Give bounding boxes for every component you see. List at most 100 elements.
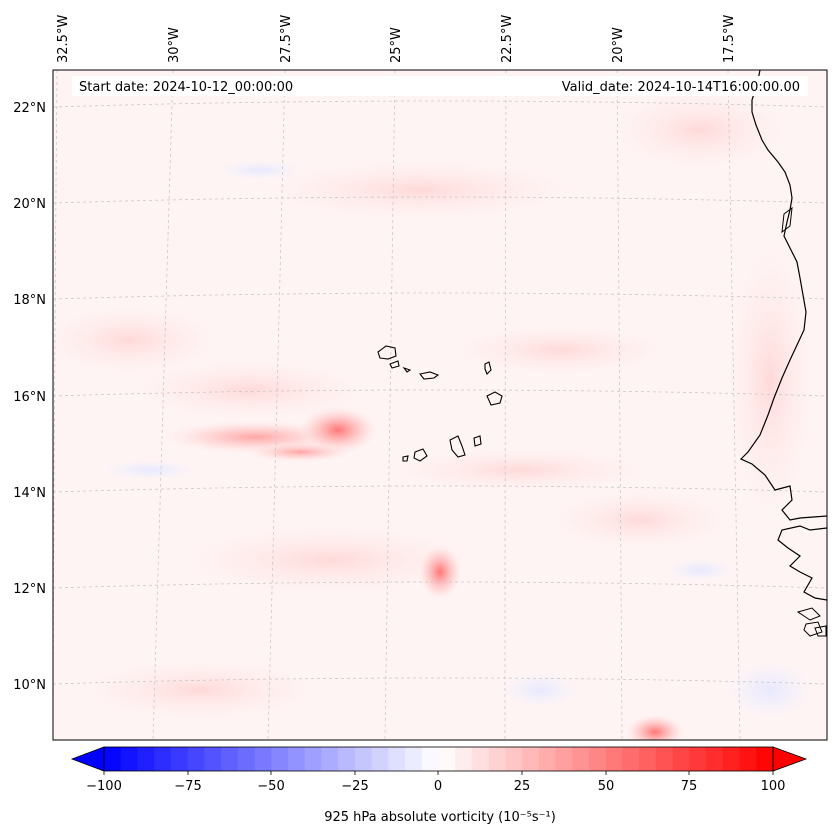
lat-label: 12°N xyxy=(13,582,46,597)
colorbar-outline xyxy=(103,746,774,772)
colorbar-step xyxy=(120,747,139,771)
start-date-label: Start date: 2024-10-12_00:00:00 xyxy=(79,80,293,95)
island-brava xyxy=(402,455,409,462)
colorbar-step xyxy=(304,747,323,771)
colorbar-step xyxy=(287,747,306,771)
colorbar-step xyxy=(672,747,690,771)
colorbar-step xyxy=(237,747,256,771)
colorbar-step xyxy=(154,747,172,771)
island-santa-luzia xyxy=(402,366,412,373)
colorbar-tick-label: −25 xyxy=(341,779,368,794)
colorbar-tick-label: −100 xyxy=(86,779,122,794)
colorbar-step xyxy=(137,747,155,771)
colorbar-step xyxy=(471,747,490,771)
colorbar-step xyxy=(622,747,640,771)
colorbar-tick-label: 50 xyxy=(598,779,615,794)
island-santo-antao xyxy=(377,345,397,360)
colorbar-step xyxy=(488,747,507,771)
lon-label: 17.5°W xyxy=(722,15,737,63)
colorbar-tick-label: −75 xyxy=(174,779,201,794)
cape-verde-islands xyxy=(377,345,503,462)
colorbar-step xyxy=(538,747,557,771)
vorticity-maximum-south xyxy=(418,544,462,600)
colorbar-step xyxy=(605,747,624,771)
island-sao-vicente xyxy=(389,360,400,369)
lat-label: 16°N xyxy=(13,390,46,405)
colorbar-ticks xyxy=(103,771,774,775)
colorbar-step xyxy=(572,747,590,771)
bissau-islands xyxy=(796,607,827,637)
valid-date-label: Valid_date: 2024-10-14T16:00:00.00 xyxy=(562,80,800,95)
colorbar-steps xyxy=(104,747,774,771)
lat-label: 22°N xyxy=(13,101,46,116)
vorticity-maximum-far-south xyxy=(625,714,685,740)
lon-label: 30°W xyxy=(167,27,182,63)
colorbar-tick-label: −50 xyxy=(257,779,284,794)
colorbar-tick-labels: −100 −75 −50 −25 0 25 50 75 100 xyxy=(86,779,785,794)
lon-label: 22.5°W xyxy=(500,15,515,63)
colorbar-step xyxy=(655,747,674,771)
island-sao-nicolau xyxy=(419,371,440,380)
colorbar-step xyxy=(221,747,239,771)
colorbar-extend-max xyxy=(772,746,808,772)
colorbar-step xyxy=(187,747,205,771)
colorbar-step xyxy=(354,747,373,771)
colorbar-step xyxy=(388,747,406,771)
colorbar-step xyxy=(739,747,757,771)
colorbar-step xyxy=(271,747,289,771)
colorbar-step xyxy=(639,747,657,771)
longitude-labels: 32.5°W 30°W 27.5°W 25°W 22.5°W 20°W 17.5… xyxy=(56,15,737,63)
island-boa-vista xyxy=(486,391,503,406)
colorbar-step xyxy=(254,747,272,771)
island-fogo xyxy=(413,448,428,462)
african-coastline xyxy=(739,70,827,521)
colorbar-step xyxy=(706,747,724,771)
graticule xyxy=(53,70,827,740)
coastal-inlet xyxy=(781,206,793,234)
lat-label: 10°N xyxy=(13,678,46,693)
colorbar-step xyxy=(204,747,222,771)
colorbar-step xyxy=(555,747,573,771)
colorbar-tick-label: 100 xyxy=(761,779,786,794)
colorbar-step xyxy=(505,747,523,771)
colorbar-tick-label: 25 xyxy=(514,779,531,794)
island-santiago xyxy=(449,435,466,458)
lon-label: 32.5°W xyxy=(56,15,71,63)
lon-label: 25°W xyxy=(389,27,404,63)
colorbar-step xyxy=(170,747,189,771)
colorbar-step xyxy=(405,747,423,771)
map-panel: Start date: 2024-10-12_00:00:00 Valid_da… xyxy=(13,15,828,741)
african-coastline-south xyxy=(777,525,827,601)
date-label-background xyxy=(72,76,808,96)
lon-label: 27.5°W xyxy=(279,15,294,63)
island-maio xyxy=(473,435,482,447)
island-sal xyxy=(484,361,492,375)
lat-label: 18°N xyxy=(13,293,46,308)
vorticity-band-tail xyxy=(245,442,355,462)
lat-label: 14°N xyxy=(13,486,46,501)
colorbar-tick-label: 0 xyxy=(434,779,442,794)
vorticity-maximum-west-of-cape-verde xyxy=(298,406,378,454)
colorbar-step xyxy=(455,747,473,771)
colorbar-tick-label: 75 xyxy=(681,779,698,794)
colorbar-step xyxy=(756,747,774,771)
colorbar-step xyxy=(371,747,389,771)
vorticity-field-negative-patches xyxy=(100,160,815,720)
latitude-labels: 22°N 20°N 18°N 16°N 14°N 12°N 10°N xyxy=(13,101,46,693)
colorbar-step xyxy=(522,747,540,771)
colorbar-step xyxy=(689,747,707,771)
colorbar-step xyxy=(722,747,741,771)
lat-label: 20°N xyxy=(13,197,46,212)
colorbar: −100 −75 −50 −25 0 25 50 75 100 925 hPa … xyxy=(70,746,808,825)
vorticity-field-weak-patches xyxy=(53,90,815,720)
colorbar-step xyxy=(338,747,356,771)
colorbar-step xyxy=(589,747,607,771)
lon-label: 20°W xyxy=(611,27,626,63)
colorbar-step xyxy=(104,747,122,771)
map-frame xyxy=(52,69,828,741)
colorbar-step xyxy=(421,747,440,771)
colorbar-step xyxy=(438,747,456,771)
colorbar-step xyxy=(321,747,339,771)
colorbar-extend-min xyxy=(70,746,105,772)
